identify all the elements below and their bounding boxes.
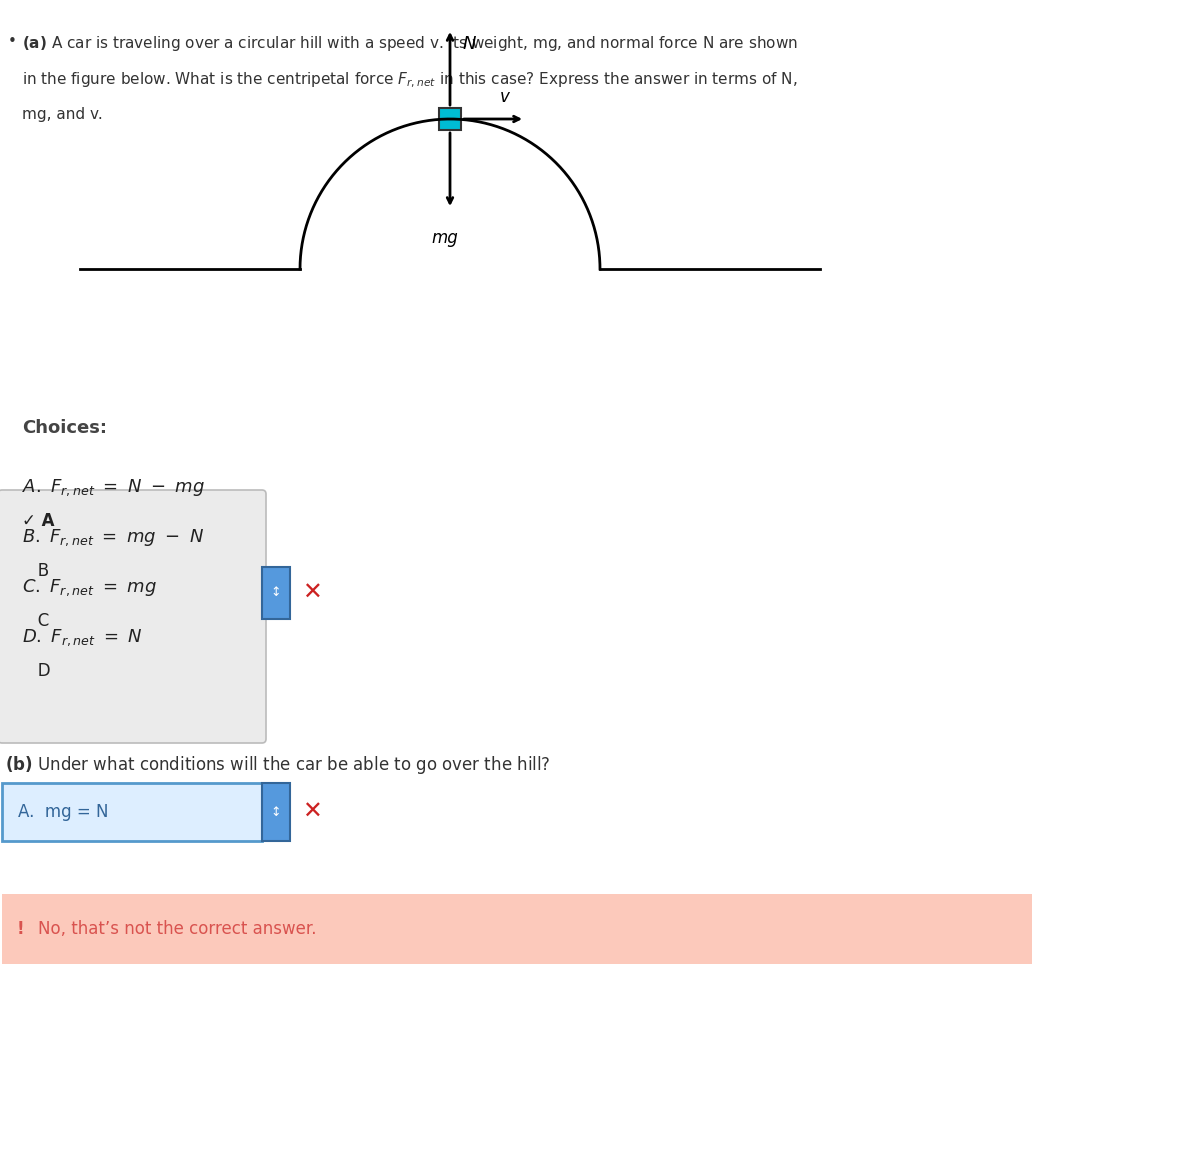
Text: !: !: [16, 920, 24, 938]
Text: v: v: [500, 88, 510, 106]
Text: in the figure below. What is the centripetal force $\mathit{F}$$_{\mathit{r,net}: in the figure below. What is the centrip…: [22, 71, 798, 91]
Text: B: B: [22, 562, 49, 580]
Text: mg: mg: [432, 229, 458, 247]
FancyBboxPatch shape: [0, 489, 266, 743]
Text: ✕: ✕: [302, 581, 322, 606]
Text: $B.\ F_{r,net}\ =\ mg\ -\ N$: $B.\ F_{r,net}\ =\ mg\ -\ N$: [22, 527, 204, 548]
Text: Choices:: Choices:: [22, 419, 107, 437]
Bar: [439, 108, 461, 130]
Text: •: •: [8, 34, 17, 49]
Text: $\mathbf{(b)}$ Under what conditions will the car be able to go over the hill?: $\mathbf{(b)}$ Under what conditions wil…: [5, 754, 551, 776]
Text: C: C: [22, 612, 49, 630]
Text: $D.\ F_{r,net}\ =\ N$: $D.\ F_{r,net}\ =\ N$: [22, 627, 143, 648]
Text: $A.\ F_{r,net}\ =\ N\ -\ mg$: $A.\ F_{r,net}\ =\ N\ -\ mg$: [22, 477, 205, 498]
Text: N: N: [463, 34, 476, 53]
Bar: [2, 894, 1032, 964]
Text: D: D: [22, 662, 50, 680]
Text: A.  mg = N: A. mg = N: [18, 803, 108, 822]
Text: $C.\ F_{r,net}\ =\ mg$: $C.\ F_{r,net}\ =\ mg$: [22, 577, 157, 597]
Text: ✓ A: ✓ A: [22, 512, 54, 530]
Bar: [262, 566, 290, 619]
Text: ✕: ✕: [302, 800, 322, 824]
Text: mg, and v.: mg, and v.: [22, 107, 103, 122]
Bar: [2, 782, 262, 841]
Text: ↕: ↕: [271, 805, 281, 818]
Text: No, that’s not the correct answer.: No, that’s not the correct answer.: [38, 920, 317, 938]
Bar: [262, 782, 290, 841]
Text: ↕: ↕: [271, 586, 281, 600]
Text: $\mathbf{(a)}$ A car is traveling over a circular hill with a speed v. Its weigh: $\mathbf{(a)}$ A car is traveling over a…: [22, 34, 798, 53]
